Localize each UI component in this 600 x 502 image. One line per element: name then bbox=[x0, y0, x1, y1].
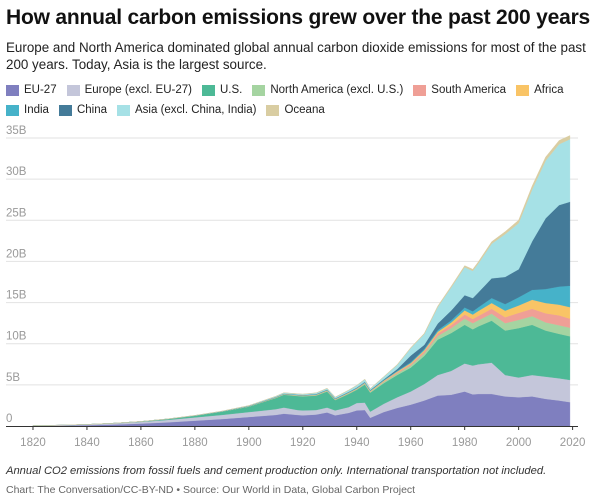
y-tick-label: 5B bbox=[6, 372, 20, 384]
legend-label: North America (excl. U.S.) bbox=[270, 84, 404, 96]
x-tick-label: 1980 bbox=[452, 437, 478, 449]
x-tick-label: 1900 bbox=[236, 437, 262, 449]
legend-item: China bbox=[58, 102, 107, 119]
x-tick-label: 1820 bbox=[20, 437, 46, 449]
x-tick-label: 1880 bbox=[182, 437, 208, 449]
y-tick-label: 30B bbox=[6, 166, 27, 178]
legend-swatch bbox=[413, 85, 427, 96]
legend-swatch bbox=[516, 85, 530, 96]
legend-item: North America (excl. U.S.) bbox=[252, 82, 403, 99]
legend-label: Africa bbox=[534, 84, 564, 96]
x-tick-label: 2020 bbox=[560, 437, 586, 449]
y-tick-label: 25B bbox=[6, 207, 27, 219]
legend-label: South America bbox=[431, 84, 507, 96]
x-tick-label: 1940 bbox=[344, 437, 370, 449]
legend-swatch bbox=[58, 105, 72, 116]
x-tick-label: 1920 bbox=[290, 437, 316, 449]
legend-label: China bbox=[76, 104, 107, 116]
chart-subtitle: Europe and North America dominated globa… bbox=[6, 40, 586, 72]
legend-label: India bbox=[24, 104, 49, 116]
y-tick-label: 35B bbox=[6, 125, 27, 137]
legend-item: U.S. bbox=[201, 82, 243, 99]
legend-item: South America bbox=[413, 82, 506, 99]
axes: 0 5B 10B 15B 20B 25B 30B 35B 1820 1840 1860 1880 190… bbox=[6, 125, 585, 449]
legend-item: Asia (excl. China, India) bbox=[117, 102, 256, 119]
chart-note: Annual CO2 emissions from fossil fuels a… bbox=[6, 465, 547, 477]
legend-swatch bbox=[6, 105, 19, 116]
legend-label: EU-27 bbox=[24, 84, 57, 96]
chart-credit: Chart: The Conversation/CC-BY-ND • Sourc… bbox=[6, 484, 416, 496]
legend-item: Africa bbox=[516, 82, 563, 99]
y-tick-label: 0 bbox=[6, 413, 12, 425]
area-series bbox=[32, 135, 571, 427]
y-tick-label: 10B bbox=[6, 331, 27, 343]
legend-swatch bbox=[117, 105, 130, 116]
legend-item: India bbox=[6, 102, 49, 119]
area-series-band bbox=[32, 135, 571, 426]
chart-title: How annual carbon emissions grew over th… bbox=[6, 6, 591, 29]
x-tick-label: 2000 bbox=[506, 437, 532, 449]
x-tick-label: 1860 bbox=[128, 437, 154, 449]
legend-label: Asia (excl. China, India) bbox=[135, 104, 257, 116]
legend-label: Oceana bbox=[284, 104, 325, 116]
grid-lines bbox=[6, 137, 578, 386]
y-tick-label: 15B bbox=[6, 290, 27, 302]
legend-label: U.S. bbox=[219, 84, 243, 96]
legend-swatch bbox=[252, 85, 266, 96]
x-tick-label: 1840 bbox=[74, 437, 100, 449]
legend-swatch bbox=[266, 105, 280, 116]
y-tick-label: 20B bbox=[6, 248, 27, 260]
legend-swatch bbox=[66, 85, 80, 96]
x-tick-label: 1960 bbox=[398, 437, 424, 449]
legend-swatch bbox=[201, 85, 215, 96]
legend-item: Europe (excl. EU-27) bbox=[66, 82, 192, 99]
legend-swatch bbox=[6, 85, 19, 96]
legend-label: Europe (excl. EU-27) bbox=[84, 84, 192, 96]
legend-item: Oceana bbox=[266, 102, 325, 119]
legend-item: EU-27 bbox=[6, 82, 57, 99]
chart-legend: EU-27 Europe (excl. EU-27) U.S. North Ameri… bbox=[6, 82, 596, 122]
stacked-area-chart: 0 5B 10B 15B 20B 25B 30B 35B 1820 1840 1860 1880 190… bbox=[6, 125, 585, 449]
